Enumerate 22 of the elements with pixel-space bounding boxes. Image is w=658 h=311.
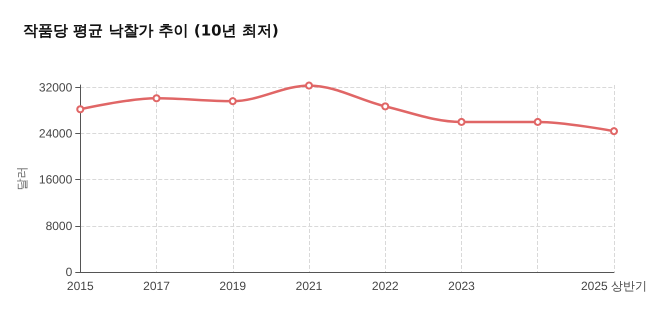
chart-title: 작품당 평균 낙찰가 추이 (10년 최저) <box>23 22 279 40</box>
y-tick-label: 24000 <box>38 126 73 140</box>
point <box>610 127 618 136</box>
x-tick-label: 2023 <box>448 279 476 293</box>
point <box>152 94 161 102</box>
x-tick-label: 2021 <box>296 279 323 293</box>
point <box>381 102 390 110</box>
y-axis-title: 달러 <box>15 166 29 190</box>
x-tick-label: 2017 <box>143 279 170 293</box>
x-tick-label: 2025 상반기 <box>580 279 647 293</box>
y-tick-label: 32000 <box>38 80 73 94</box>
point <box>534 118 542 126</box>
y-tick-label: 0 <box>66 265 73 279</box>
point <box>228 97 237 106</box>
y-tick-label: 8000 <box>46 218 73 233</box>
point <box>76 105 84 114</box>
x-tick-label: 2019 <box>219 279 246 293</box>
point <box>305 82 314 90</box>
y-tick-label: 16000 <box>38 172 73 187</box>
x-tick-label: 2015 <box>66 279 94 293</box>
x-tick-label: 2022 <box>372 279 399 293</box>
point <box>458 118 466 126</box>
